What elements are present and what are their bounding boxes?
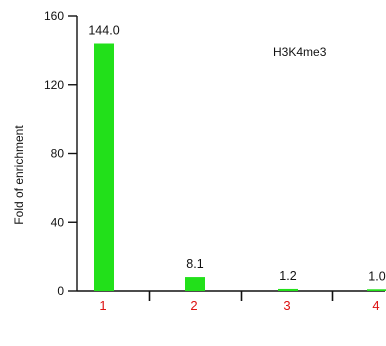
x-tick-label: 1 bbox=[99, 298, 106, 313]
y-axis-label: Fold of enrichment bbox=[12, 125, 26, 225]
annotation-label: H3K4me3 bbox=[273, 45, 327, 59]
y-tick-label: 0 bbox=[57, 284, 64, 298]
y-tick-label: 40 bbox=[51, 215, 65, 229]
data-label: 1.2 bbox=[279, 269, 296, 283]
y-tick-label: 120 bbox=[44, 78, 64, 92]
y-tick-label: 80 bbox=[51, 147, 65, 161]
bar bbox=[278, 288, 298, 291]
bar bbox=[94, 43, 114, 291]
x-tick-label: 4 bbox=[372, 298, 379, 313]
x-tick-label: 3 bbox=[283, 298, 290, 313]
bar bbox=[185, 277, 205, 291]
data-label: 8.1 bbox=[186, 257, 203, 271]
data-label: 1.0 bbox=[368, 269, 385, 283]
x-tick-label: 2 bbox=[190, 298, 197, 313]
bar bbox=[367, 289, 386, 291]
y-tick-label: 160 bbox=[44, 9, 64, 23]
data-label: 144.0 bbox=[88, 24, 119, 38]
